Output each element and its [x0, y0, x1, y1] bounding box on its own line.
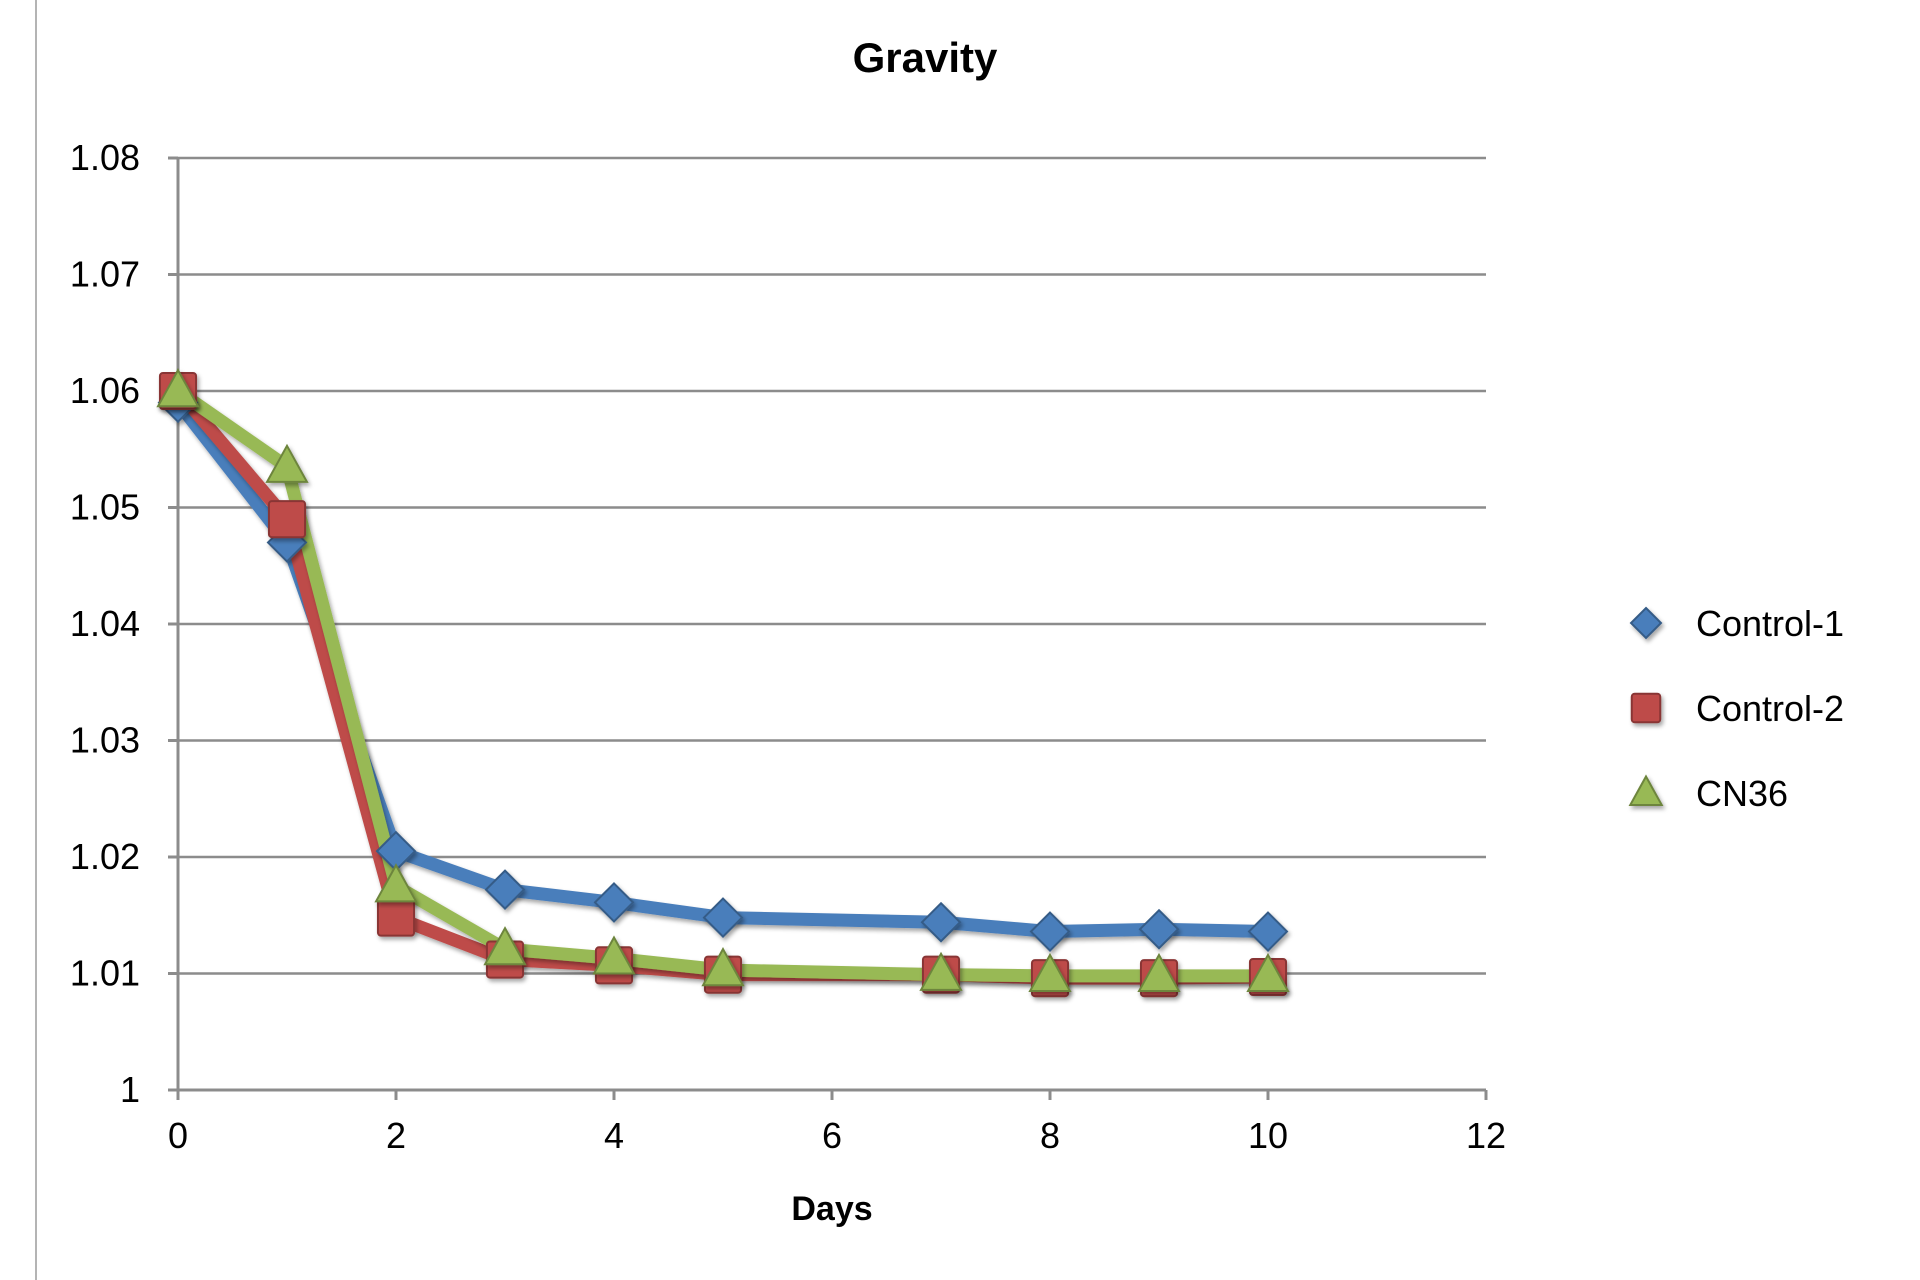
y-tick-label: 1.07	[70, 254, 140, 295]
control-1-data-point	[593, 882, 635, 923]
control-2-data-point	[267, 500, 307, 539]
x-tick-label: 8	[1040, 1115, 1060, 1156]
cn36-data-point	[374, 863, 418, 903]
legend-label: Control-1	[1696, 603, 1844, 644]
cn36-data-point	[156, 368, 200, 408]
x-tick-label: 12	[1466, 1115, 1506, 1156]
control-1-data-point	[1138, 908, 1180, 950]
cn36-data-point	[1028, 952, 1072, 993]
control-2-data-point	[376, 898, 416, 937]
legend-label: Control-2	[1696, 688, 1844, 729]
y-tick-label: 1	[120, 1069, 140, 1110]
cn36-data-point	[265, 443, 309, 483]
y-tick-label: 1.04	[70, 603, 140, 644]
control-1-data-point	[1247, 911, 1289, 952]
legend-marker	[1629, 606, 1663, 640]
y-tick-label: 1.06	[70, 370, 140, 411]
axes: 1 1.01 1.02 1.03 1.04 1.05 1.06 1.07 1.08 0 2 4 6 8 10…	[70, 137, 1506, 1156]
x-tick-label: 2	[386, 1115, 406, 1156]
y-tick-label: 1.03	[70, 720, 140, 761]
control-1-data-point	[484, 869, 526, 911]
y-tick-label: 1.08	[70, 137, 140, 178]
cn36-data-point	[483, 926, 527, 966]
cn36-data-point	[592, 935, 636, 975]
control-1-data-point	[1029, 911, 1071, 952]
x-tick-label: 0	[168, 1115, 188, 1156]
legend-label: CN36	[1696, 773, 1788, 814]
legend-marker	[1630, 692, 1662, 724]
cn36-data-point	[1246, 952, 1290, 993]
cn36-data-point	[1137, 952, 1181, 993]
x-tick-label: 10	[1248, 1115, 1288, 1156]
x-tick-label: 4	[604, 1115, 624, 1156]
x-axis-title: Days	[791, 1190, 872, 1228]
control-1-data-point	[920, 901, 962, 943]
y-tick-label: 1.05	[70, 487, 140, 528]
cn36-data-point	[919, 951, 963, 991]
series-markers	[156, 368, 1290, 998]
legend: Control-1 Control-2 CN36	[1595, 603, 1844, 814]
series-lines	[171, 384, 1275, 985]
x-tick-label: 6	[822, 1115, 842, 1156]
legend-marker	[1628, 774, 1664, 806]
legend-item-control-2: Control-2	[1595, 688, 1844, 729]
legend-item-cn36: CN36	[1595, 773, 1788, 814]
cn36-series-line	[171, 384, 1275, 983]
y-tick-label: 1.01	[70, 953, 140, 994]
legend-item-control-1: Control-1	[1595, 603, 1844, 644]
control-1-data-point	[702, 897, 744, 938]
chart-title: Gravity	[853, 34, 998, 81]
cn36-data-point	[701, 947, 745, 987]
y-tick-label: 1.02	[70, 836, 140, 877]
